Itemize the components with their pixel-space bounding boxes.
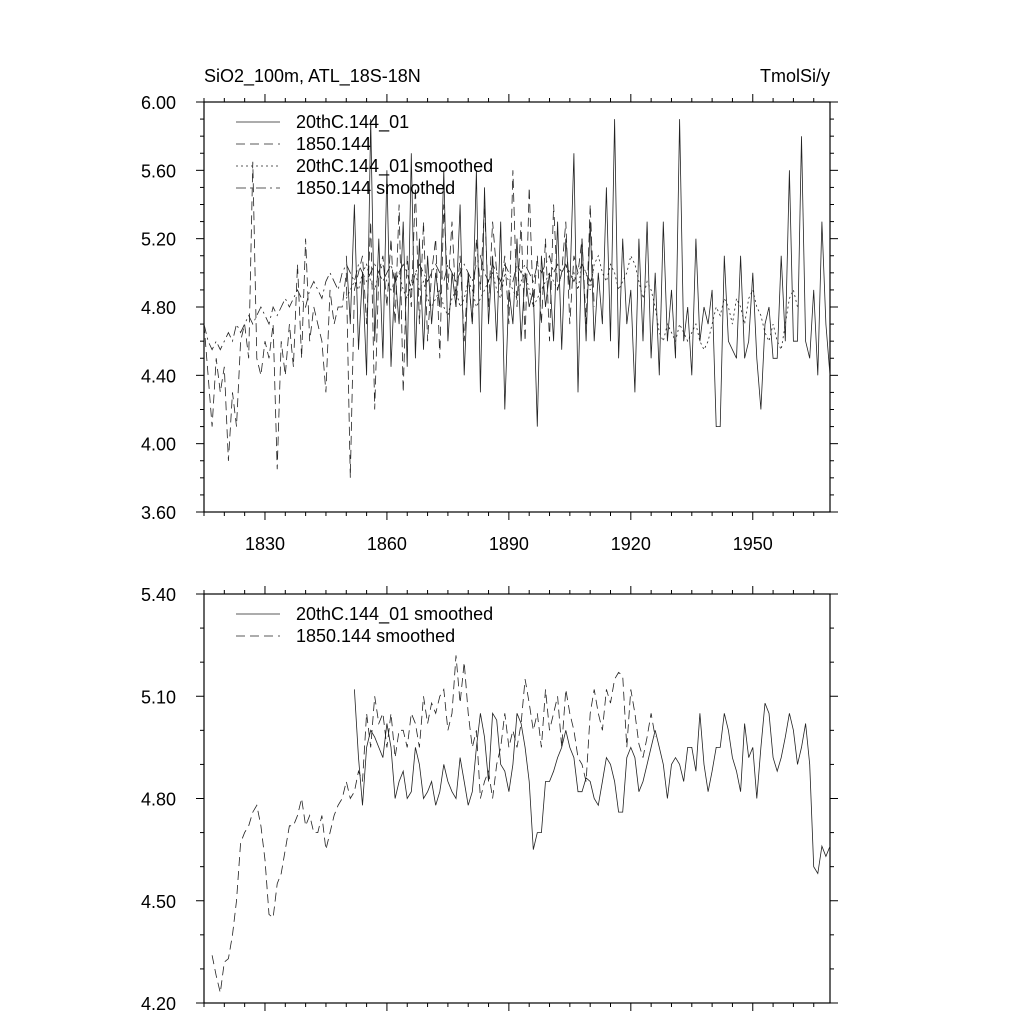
top-panel-units: TmolSi/y xyxy=(760,66,830,86)
top-panel-title: SiO2_100m, ATL_18S-18N xyxy=(204,66,421,87)
series-line-20thc-144-01 xyxy=(345,119,830,428)
y-tick-label: 6.00 xyxy=(141,93,176,113)
legend-label: 1850.144 smoothed xyxy=(296,178,455,198)
x-tick-label: 1950 xyxy=(733,534,773,554)
series-line-1850-144-smoothed xyxy=(211,655,656,993)
y-tick-label: 5.60 xyxy=(141,161,176,181)
y-tick-label: 4.80 xyxy=(141,790,176,810)
panel-1-series xyxy=(211,655,830,993)
panel-0-series xyxy=(204,119,830,478)
panel-1-axes: 4.20 4.50 4.80 5.10 5.40 xyxy=(141,585,838,1014)
y-tick-label: 5.20 xyxy=(141,230,176,250)
legend-label: 20thC.144_01 smoothed xyxy=(296,156,493,177)
plot-frame xyxy=(203,593,831,1004)
series-line-1850-144 xyxy=(204,161,595,478)
x-tick-label: 1830 xyxy=(245,534,285,554)
series-line-1850-144-smoothed xyxy=(204,254,595,351)
legend-label: 1850.144 xyxy=(296,134,371,154)
top-panel: SiO2_100m, ATL_18S-18N TmolSi/y 1830 1860… xyxy=(141,66,838,554)
x-tick-label: 1890 xyxy=(489,534,529,554)
y-tick-label: 4.20 xyxy=(141,994,176,1014)
y-tick-label: 4.50 xyxy=(141,892,176,912)
y-tick-label: 5.10 xyxy=(141,687,176,707)
y-tick-label: 5.40 xyxy=(141,585,176,605)
x-tick-label: 1920 xyxy=(611,534,651,554)
y-tick-label: 4.80 xyxy=(141,298,176,318)
legend-label: 1850.144 smoothed xyxy=(296,626,455,646)
y-tick-label: 3.60 xyxy=(141,503,176,523)
y-tick-label: 4.00 xyxy=(141,435,176,455)
x-tick-label: 1860 xyxy=(367,534,407,554)
series-line-20thc-144-01-smoothed xyxy=(354,689,830,875)
legend-label: 20thC.144_01 xyxy=(296,112,409,133)
legend-label: 20thC.144_01 smoothed xyxy=(296,604,493,625)
y-tick-label: 4.40 xyxy=(141,366,176,386)
bottom-panel: 4.20 4.50 4.80 5.10 5.40 20thC.144_01 smoothe… xyxy=(141,585,838,1014)
panel-0-axes: 1830 1860 1890 1920 1950 3.60 4.00 4.40 4.80 5.20… xyxy=(141,93,838,554)
